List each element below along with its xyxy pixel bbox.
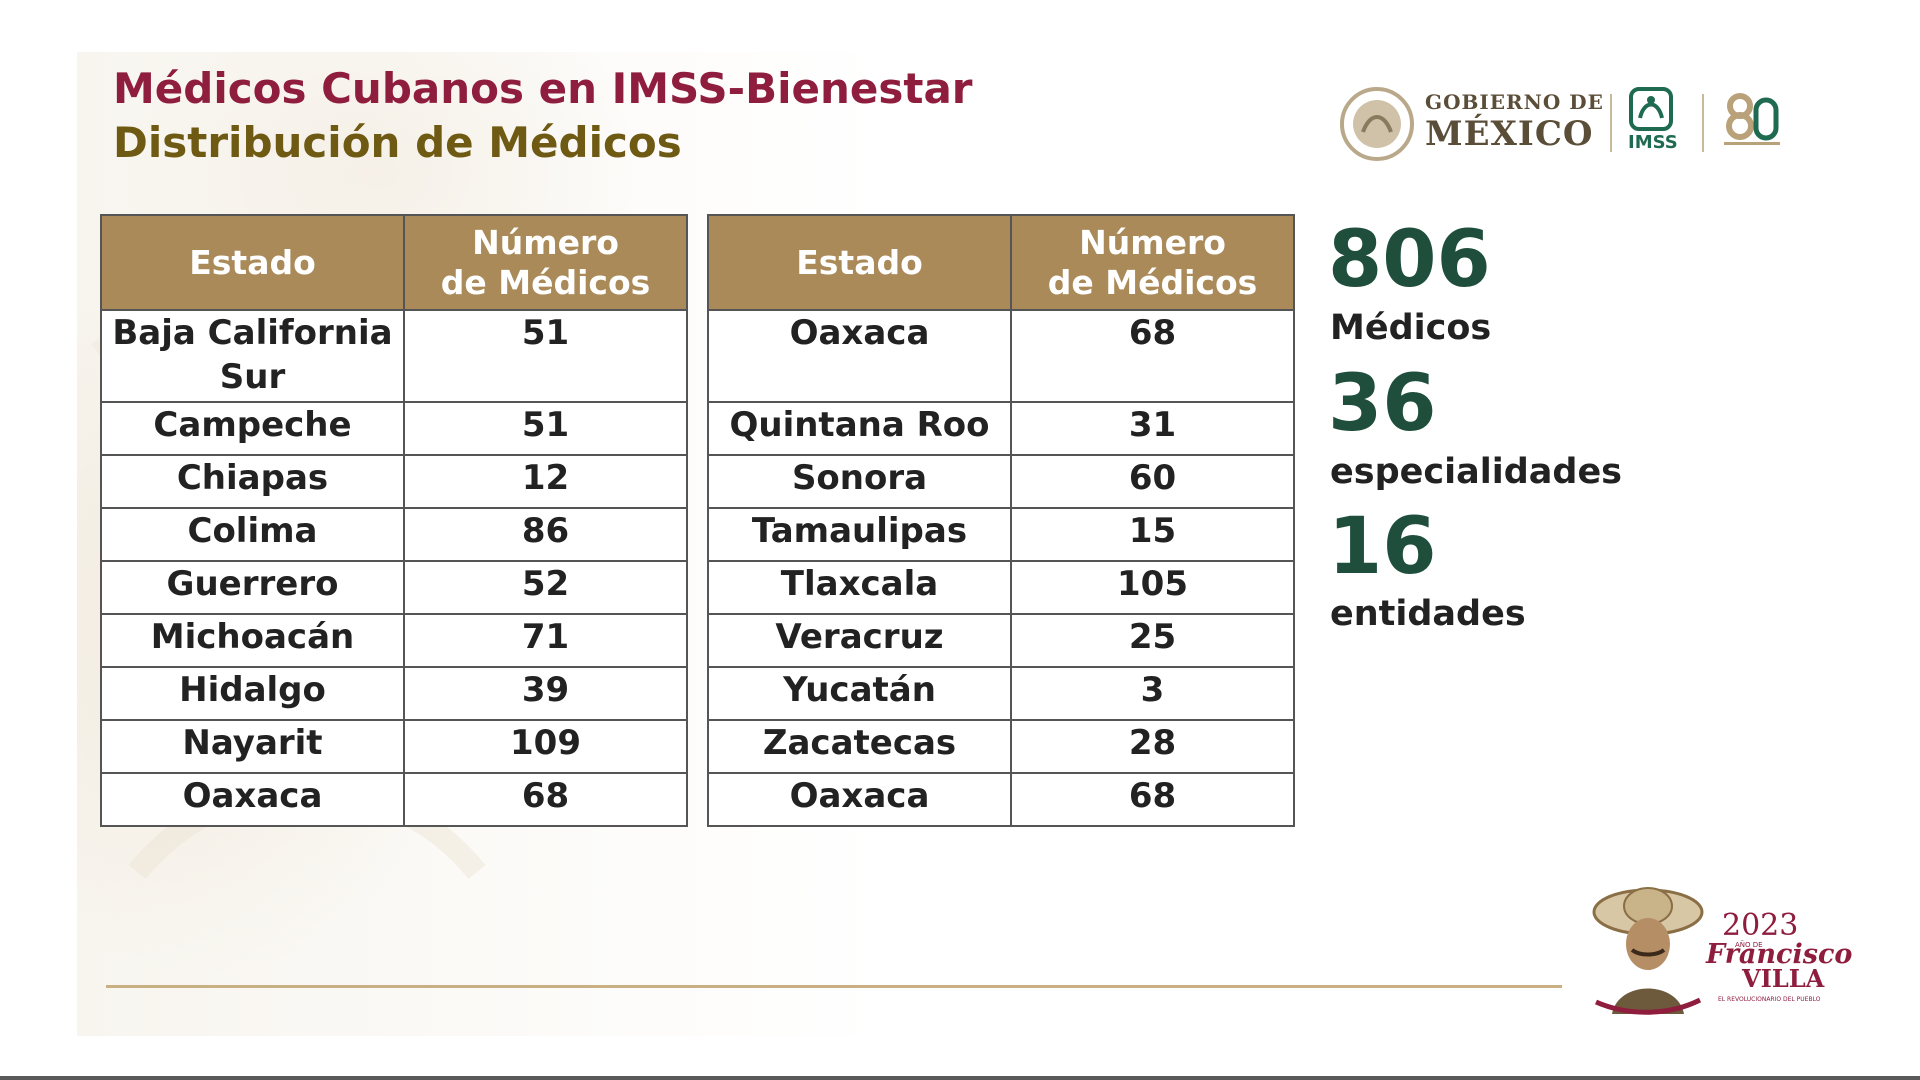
numero-cell: 60 — [1010, 454, 1295, 509]
footer-year-caption: AÑO DE — [1735, 941, 1763, 949]
column-header-numero: Número de Médicos — [1010, 214, 1295, 311]
imss-label: IMSS — [1628, 132, 1678, 153]
table-row: Nayarit 109 — [100, 719, 688, 774]
estado-cell: Oaxaca — [100, 772, 405, 827]
estado-cell: Nayarit — [100, 719, 405, 774]
numero-cell: 51 — [403, 309, 688, 403]
table-row: Veracruz 25 — [707, 613, 1295, 668]
estado-cell: Yucatán — [707, 666, 1012, 721]
column-header-estado: Estado — [100, 214, 405, 311]
page-title: Médicos Cubanos en IMSS-Bienestar — [113, 64, 973, 113]
table-row: Oaxaca 68 — [707, 309, 1295, 403]
logos-header: GOBIERNO DE MÉXICO IMSS — [1338, 84, 1788, 168]
table-row: Campeche 51 — [100, 401, 688, 456]
numero-cell: 109 — [403, 719, 688, 774]
estado-cell: Colima — [100, 507, 405, 562]
estado-cell: Oaxaca — [707, 772, 1012, 827]
estado-cell: Michoacán — [100, 613, 405, 668]
table-row: Oaxaca 68 — [707, 772, 1295, 827]
footer-name-first: Francisco — [1706, 939, 1853, 970]
estado-cell: Tamaulipas — [707, 507, 1012, 562]
numero-cell: 68 — [403, 772, 688, 827]
column-header-estado: Estado — [707, 214, 1012, 311]
table-row: Sonora 60 — [707, 454, 1295, 509]
medicos-label: Médicos — [1330, 308, 1492, 348]
table-row: Colima 86 — [100, 507, 688, 562]
mexico-seal-icon — [1340, 87, 1414, 161]
estado-cell: Campeche — [100, 401, 405, 456]
table-row: Hidalgo 39 — [100, 666, 688, 721]
especialidades-label: especialidades — [1330, 452, 1623, 492]
estado-cell: Oaxaca — [707, 309, 1012, 403]
estado-cell: Hidalgo — [100, 666, 405, 721]
footer-year: 2023 — [1722, 908, 1799, 943]
numero-cell: 68 — [1010, 772, 1295, 827]
estado-cell: Chiapas — [100, 454, 405, 509]
estado-cell: Veracruz — [707, 613, 1012, 668]
estado-cell: Sonora — [707, 454, 1012, 509]
anniversary-80-icon — [1724, 93, 1780, 145]
table-row: Yucatán 3 — [707, 666, 1295, 721]
footer-caption: EL REVOLUCIONARIO DEL PUEBLO — [1718, 996, 1821, 1003]
logo-divider — [1610, 94, 1612, 152]
table-row: Oaxaca 68 — [100, 772, 688, 827]
column-header-numero: Número de Médicos — [403, 214, 688, 311]
especialidades-count: 36 — [1328, 359, 1437, 449]
table-row: Tlaxcala 105 — [707, 560, 1295, 615]
table-row: Baja California Sur 51 — [100, 309, 688, 403]
numero-cell: 39 — [403, 666, 688, 721]
numero-cell: 86 — [403, 507, 688, 562]
entidades-count: 16 — [1328, 502, 1437, 592]
distribution-table-left: Estado Número de Médicos Baja California … — [100, 214, 688, 827]
table-row: Chiapas 12 — [100, 454, 688, 509]
gobierno-label: GOBIERNO DE — [1425, 90, 1604, 114]
page-subtitle: Distribución de Médicos — [113, 118, 682, 167]
table-row: Michoacán 71 — [100, 613, 688, 668]
imss-logo-icon — [1629, 87, 1673, 131]
medicos-count: 806 — [1328, 215, 1491, 305]
numero-cell: 52 — [403, 560, 688, 615]
estado-cell: Tlaxcala — [707, 560, 1012, 615]
table-row: Quintana Roo 31 — [707, 401, 1295, 456]
numero-cell: 68 — [1010, 309, 1295, 403]
bottom-edge-bar — [0, 1076, 1920, 1080]
estado-cell: Quintana Roo — [707, 401, 1012, 456]
entidades-label: entidades — [1330, 594, 1526, 634]
numero-cell: 105 — [1010, 560, 1295, 615]
numero-cell: 15 — [1010, 507, 1295, 562]
estado-cell: Baja California Sur — [100, 309, 405, 403]
estado-cell: Zacatecas — [707, 719, 1012, 774]
numero-cell: 31 — [1010, 401, 1295, 456]
numero-cell: 12 — [403, 454, 688, 509]
numero-cell: 28 — [1010, 719, 1295, 774]
numero-cell: 51 — [403, 401, 688, 456]
distribution-table-right: Estado Número de Médicos Oaxaca 68 Quintan… — [707, 214, 1295, 827]
table-row: Guerrero 52 — [100, 560, 688, 615]
table-row: Tamaulipas 15 — [707, 507, 1295, 562]
estado-cell: Guerrero — [100, 560, 405, 615]
numero-cell: 25 — [1010, 613, 1295, 668]
footer-divider — [106, 985, 1562, 988]
numero-cell: 71 — [403, 613, 688, 668]
francisco-villa-portrait-icon — [1592, 887, 1704, 1015]
logo-divider — [1702, 94, 1704, 152]
numero-cell: 3 — [1010, 666, 1295, 721]
footer-name-last: VILLA — [1742, 964, 1825, 993]
table-row: Zacatecas 28 — [707, 719, 1295, 774]
mexico-label: MÉXICO — [1425, 114, 1594, 154]
